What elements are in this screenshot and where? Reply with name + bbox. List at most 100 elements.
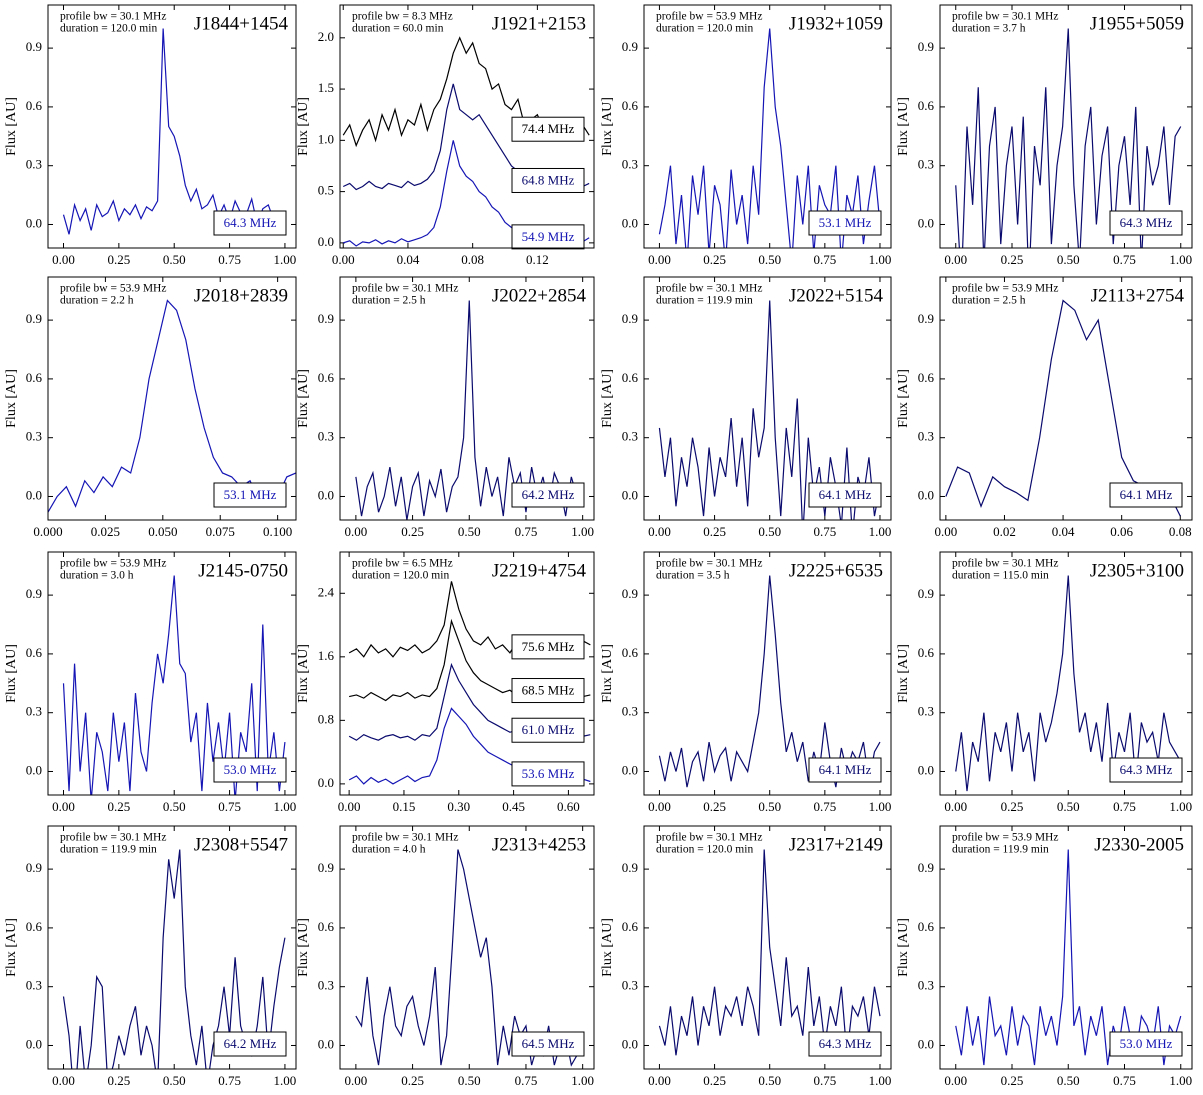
- y-axis-label: Flux [AU]: [896, 644, 911, 703]
- legend-label: 64.2 MHz: [522, 487, 575, 502]
- x-tick-label: 0.00: [332, 252, 355, 267]
- y-tick-label: 0.0: [26, 215, 42, 230]
- y-tick-label: 0.3: [622, 978, 638, 993]
- legend-label: 53.1 MHz: [224, 487, 277, 502]
- profile-line: [658, 575, 881, 788]
- x-tick-label: 0.08: [461, 252, 484, 267]
- x-tick-label: 0.15: [393, 799, 416, 814]
- panel-title: J2225+6535: [789, 560, 883, 581]
- x-tick-label: 1.00: [274, 1073, 297, 1088]
- x-tick-label: 0.00: [345, 524, 368, 539]
- x-tick-label: 0.000: [33, 524, 62, 539]
- x-tick-label: 0.45: [502, 799, 525, 814]
- panel-title: J2018+2839: [194, 285, 288, 306]
- legend-box: [511, 678, 585, 704]
- panel-info: profile bw = 53.9 MHz: [60, 558, 166, 570]
- x-tick-label: 0.50: [1057, 1073, 1080, 1088]
- panel-title: J2145-0750: [198, 560, 288, 581]
- panel-info: duration = 115.0 min: [952, 570, 1049, 582]
- axes-frame: [339, 4, 595, 249]
- x-tick-label: 0.00: [338, 799, 361, 814]
- y-tick-label: 0.3: [26, 978, 42, 993]
- profile-line: [658, 28, 881, 248]
- x-tick-label: 0.25: [1001, 252, 1024, 267]
- legend-box: [511, 1031, 585, 1057]
- y-axis-label: Flux [AU]: [600, 369, 615, 428]
- x-tick-label: 0.00: [648, 1073, 671, 1088]
- x-tick-label: 0.00: [345, 1073, 368, 1088]
- y-tick-label: 0.3: [318, 429, 334, 444]
- panel-title: J2317+2149: [789, 834, 883, 855]
- x-tick-label: 0.025: [91, 524, 120, 539]
- x-tick-label: 0.25: [107, 252, 130, 267]
- y-tick-label: 0.0: [318, 487, 334, 502]
- x-tick-label: 0.00: [648, 799, 671, 814]
- panel-info: duration = 120.0 min: [352, 570, 449, 582]
- x-tick-label: 0.00: [944, 1073, 967, 1088]
- x-tick-label: 0.25: [107, 799, 130, 814]
- y-tick-label: 0.0: [318, 234, 334, 249]
- y-tick-label: 0.3: [622, 157, 638, 172]
- y-tick-label: 0.3: [918, 429, 934, 444]
- x-tick-label: 0.50: [758, 799, 781, 814]
- legend-box: [213, 1031, 287, 1057]
- y-tick-label: 0.5: [318, 183, 334, 198]
- x-tick-label: 0.75: [218, 252, 241, 267]
- x-tick-label: 0.12: [526, 252, 549, 267]
- x-tick-label: 0.75: [218, 1073, 241, 1088]
- axes-frame: [339, 276, 595, 521]
- legend-box: [808, 757, 882, 783]
- x-tick-label: 0.25: [401, 524, 424, 539]
- y-tick-label: 2.4: [318, 584, 335, 599]
- panel-info: duration = 120.0 min: [656, 844, 753, 856]
- panel-title: J1932+1059: [789, 13, 883, 34]
- x-tick-label: 0.75: [813, 524, 836, 539]
- legend-label: 64.3 MHz: [819, 1036, 872, 1051]
- panel-title: J2305+3100: [1090, 560, 1184, 581]
- y-tick-label: 0.3: [622, 704, 638, 719]
- x-tick-label: 0.00: [52, 252, 75, 267]
- y-tick-label: 0.9: [318, 860, 334, 875]
- y-tick-label: 0.0: [26, 487, 42, 502]
- y-tick-label: 0.0: [318, 1036, 334, 1051]
- x-tick-label: 0.75: [515, 524, 538, 539]
- x-tick-label: 0.25: [703, 524, 726, 539]
- y-tick-label: 0.3: [918, 978, 934, 993]
- x-tick-label: 0.25: [703, 1073, 726, 1088]
- profile-line: [62, 575, 286, 795]
- legend-box: [1109, 1031, 1183, 1057]
- x-tick-label: 0.50: [163, 252, 186, 267]
- panel-title: J1921+2153: [492, 13, 586, 34]
- panel: 0.00 0.25 0.50 0.75 1.00 0.0 0.3 0.6 0.9 Flux [AU…: [896, 551, 1193, 814]
- legend-box: [213, 482, 287, 508]
- panel-info: duration = 2.5 h: [952, 295, 1026, 307]
- y-tick-label: 0.0: [622, 762, 638, 777]
- panel: 0.00 0.25 0.50 0.75 1.00 0.0 0.3 0.6 0.9 Flux [AU…: [600, 276, 892, 539]
- y-tick-label: 0.3: [26, 704, 42, 719]
- legend-label: 64.3 MHz: [224, 215, 277, 230]
- x-tick-label: 0.100: [263, 524, 292, 539]
- y-tick-label: 0.6: [622, 98, 639, 113]
- y-tick-label: 0.3: [622, 429, 638, 444]
- panel: 0.00 0.25 0.50 0.75 1.00 0.0 0.3 0.6 0.9 Flux [AU…: [896, 825, 1193, 1088]
- y-tick-label: 0.0: [26, 1036, 42, 1051]
- y-tick-label: 0.3: [26, 429, 42, 444]
- panel-info: profile bw = 53.9 MHz: [656, 11, 762, 23]
- y-tick-label: 1.6: [318, 648, 335, 663]
- y-tick-label: 0.0: [622, 215, 638, 230]
- panel-info: duration = 119.9 min: [952, 844, 1049, 856]
- y-tick-label: 0.3: [918, 157, 934, 172]
- legend-box: [511, 634, 585, 660]
- legend-label: 54.9 MHz: [522, 229, 575, 244]
- panel-info: profile bw = 30.1 MHz: [352, 283, 458, 295]
- y-tick-label: 0.9: [918, 311, 934, 326]
- panel-info: duration = 4.0 h: [352, 844, 426, 856]
- x-tick-label: 1.00: [571, 524, 594, 539]
- y-axis-label: Flux [AU]: [600, 97, 615, 156]
- x-tick-label: 1.00: [571, 1073, 594, 1088]
- x-tick-label: 0.25: [107, 1073, 130, 1088]
- panel-info: duration = 2.2 h: [60, 295, 134, 307]
- y-tick-label: 0.0: [622, 487, 638, 502]
- x-tick-label: 0.02: [993, 524, 1016, 539]
- y-axis-label: Flux [AU]: [296, 97, 311, 156]
